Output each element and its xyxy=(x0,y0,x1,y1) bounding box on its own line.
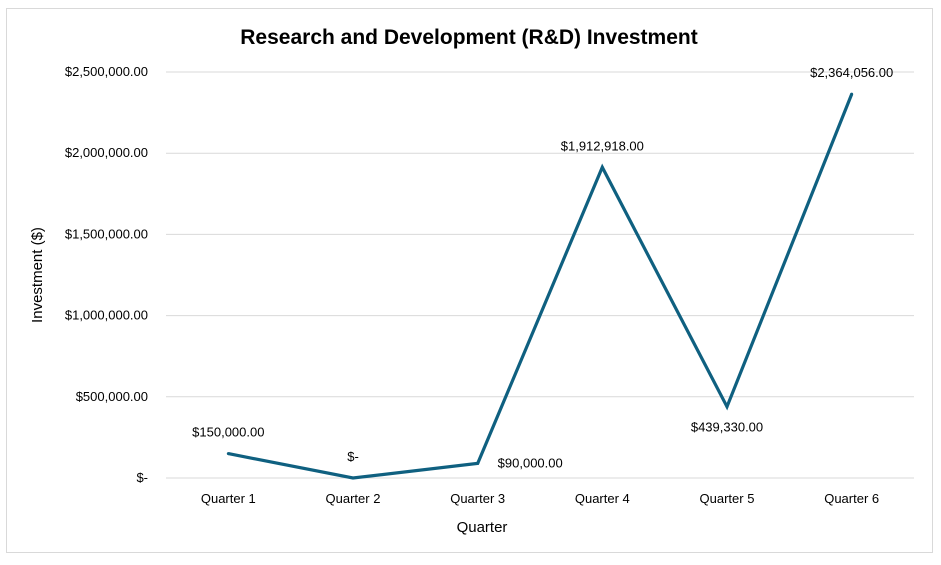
gridlines xyxy=(166,71,914,479)
x-tick-label: Quarter 6 xyxy=(824,491,879,506)
series-line xyxy=(227,93,854,480)
data-point xyxy=(351,476,355,480)
x-tick-label: Quarter 4 xyxy=(575,491,630,506)
x-axis-title: Quarter xyxy=(457,519,508,536)
data-point xyxy=(600,165,604,169)
y-axis-ticks: $- $500,000.00 $1,000,000.00 $1,500,000.00 $… xyxy=(65,64,148,485)
data-label: $150,000.00 xyxy=(192,425,264,440)
x-tick-label: Quarter 2 xyxy=(326,491,381,506)
data-label: $2,364,056.00 xyxy=(810,65,893,80)
x-tick-label: Quarter 3 xyxy=(450,491,505,506)
x-axis-ticks: Quarter 1 Quarter 2 Quarter 3 Quarter 4 Quar… xyxy=(201,491,879,506)
chart-title: Research and Development (R&D) Investmen… xyxy=(240,26,697,49)
data-point xyxy=(850,92,854,96)
data-point xyxy=(476,461,480,465)
data-label: $90,000.00 xyxy=(498,455,563,470)
y-tick-label: $- xyxy=(136,470,148,485)
x-tick-label: Quarter 5 xyxy=(700,491,755,506)
series-layer xyxy=(226,92,854,480)
y-tick-label: $1,500,000.00 xyxy=(65,226,148,241)
y-axis-title: Investment ($) xyxy=(29,227,46,323)
x-tick-label: Quarter 1 xyxy=(201,491,256,506)
y-tick-label: $500,000.00 xyxy=(76,389,148,404)
y-tick-label: $1,000,000.00 xyxy=(65,308,148,323)
data-labels: $150,000.00 $- $90,000.00 $1,912,918.00 $439… xyxy=(192,65,893,470)
data-label: $439,330.00 xyxy=(691,420,763,435)
data-point xyxy=(226,452,230,456)
data-label: $- xyxy=(347,449,359,464)
data-label: $1,912,918.00 xyxy=(561,138,644,153)
y-tick-label: $2,000,000.00 xyxy=(65,145,148,160)
data-point xyxy=(725,405,729,409)
y-tick-label: $2,500,000.00 xyxy=(65,64,148,79)
